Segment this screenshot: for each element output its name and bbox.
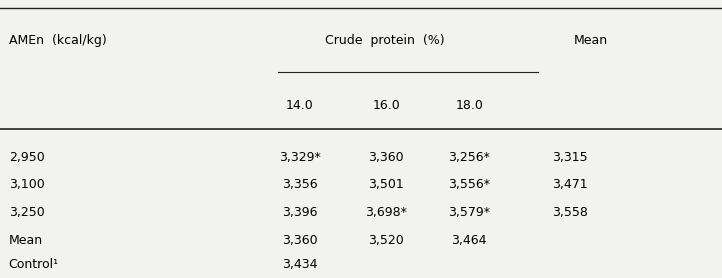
Text: AMEn  (kcal/kg): AMEn (kcal/kg) bbox=[9, 34, 106, 47]
Text: 3,250: 3,250 bbox=[9, 206, 45, 219]
Text: Mean: Mean bbox=[9, 234, 43, 247]
Text: 3,356: 3,356 bbox=[282, 178, 318, 191]
Text: 3,100: 3,100 bbox=[9, 178, 45, 191]
Text: 3,558: 3,558 bbox=[552, 206, 588, 219]
Text: 3,501: 3,501 bbox=[368, 178, 404, 191]
Text: 2,950: 2,950 bbox=[9, 151, 45, 163]
Text: 3,434: 3,434 bbox=[282, 258, 318, 270]
Text: 3,396: 3,396 bbox=[282, 206, 318, 219]
Text: 14.0: 14.0 bbox=[286, 99, 313, 112]
Text: 3,360: 3,360 bbox=[282, 234, 318, 247]
Text: 3,471: 3,471 bbox=[552, 178, 588, 191]
Text: Crude  protein  (%): Crude protein (%) bbox=[325, 34, 444, 47]
Text: 3,329*: 3,329* bbox=[279, 151, 321, 163]
Text: 3,698*: 3,698* bbox=[365, 206, 407, 219]
Text: 3,556*: 3,556* bbox=[448, 178, 490, 191]
Text: 3,315: 3,315 bbox=[552, 151, 588, 163]
Text: 3,579*: 3,579* bbox=[448, 206, 490, 219]
Text: 16.0: 16.0 bbox=[373, 99, 400, 112]
Text: Control¹: Control¹ bbox=[9, 258, 58, 270]
Text: 3,464: 3,464 bbox=[451, 234, 487, 247]
Text: 3,256*: 3,256* bbox=[448, 151, 490, 163]
Text: Mean: Mean bbox=[574, 34, 608, 47]
Text: 3,520: 3,520 bbox=[368, 234, 404, 247]
Text: 3,360: 3,360 bbox=[368, 151, 404, 163]
Text: 18.0: 18.0 bbox=[456, 99, 483, 112]
